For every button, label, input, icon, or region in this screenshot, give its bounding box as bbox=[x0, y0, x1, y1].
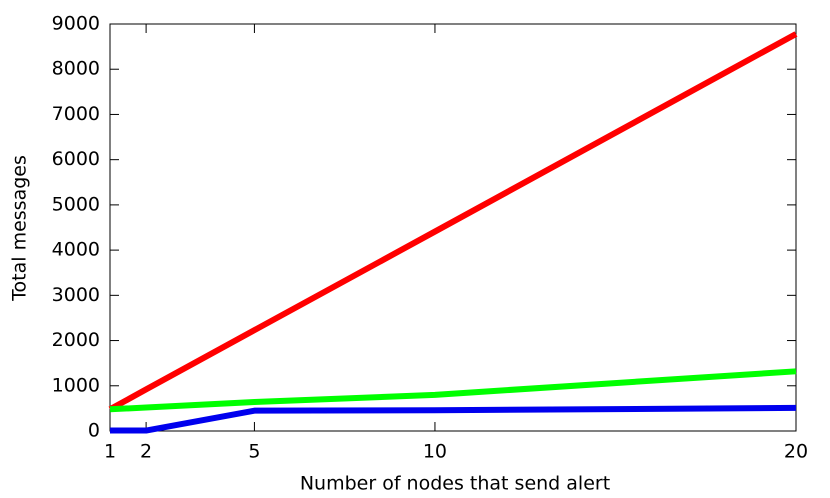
x-axis-label: Number of nodes that send alert bbox=[300, 473, 610, 495]
y-tick-label: 6000 bbox=[52, 148, 100, 170]
y-axis-label: Total messages bbox=[9, 155, 31, 302]
y-tick-label: 8000 bbox=[52, 58, 100, 80]
x-tick-label: 20 bbox=[784, 441, 808, 463]
y-tick-label: 0 bbox=[88, 420, 100, 442]
y-tick-label: 5000 bbox=[52, 193, 100, 215]
series-line bbox=[108, 31, 798, 412]
y-tick-label: 7000 bbox=[52, 103, 100, 125]
x-tick-label: 10 bbox=[423, 441, 447, 463]
y-tick-label: 4000 bbox=[52, 239, 100, 261]
y-tick-label: 3000 bbox=[52, 284, 100, 306]
x-tick-label: 5 bbox=[248, 441, 260, 463]
series-line bbox=[109, 368, 797, 413]
y-tick-label: 9000 bbox=[52, 13, 100, 35]
y-tick-label: 2000 bbox=[52, 329, 100, 351]
x-tick-label: 1 bbox=[104, 441, 116, 463]
series-line bbox=[110, 404, 797, 434]
plot-frame bbox=[109, 23, 797, 432]
x-tick-label: 2 bbox=[140, 441, 152, 463]
y-tick-label: 1000 bbox=[52, 374, 100, 396]
